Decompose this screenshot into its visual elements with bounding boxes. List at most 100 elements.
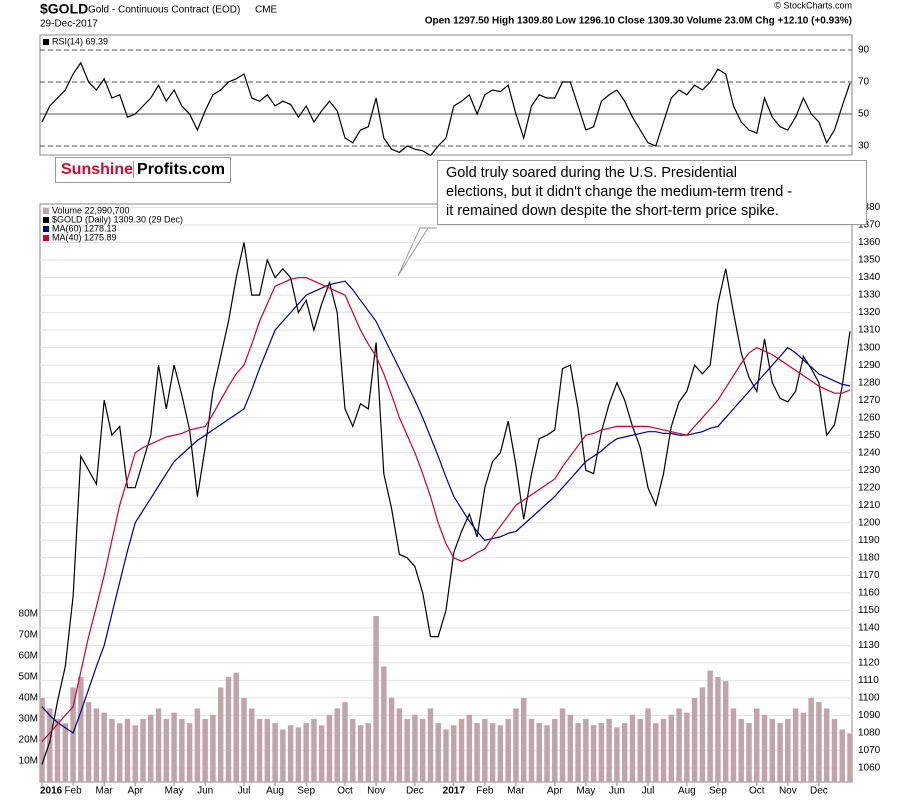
y-tick-label: 1380	[858, 202, 881, 213]
y-tick-label: 1150	[858, 605, 880, 616]
y-tick-label: 1330	[858, 290, 881, 301]
volume-bar	[823, 708, 830, 782]
y-tick-label: 1270	[858, 395, 881, 406]
legend-swatch	[43, 235, 49, 241]
exchange: CME	[255, 5, 278, 16]
volume-bar	[754, 708, 760, 782]
volume-bar	[637, 718, 643, 782]
series-line	[41, 242, 851, 765]
annotation-line: Gold truly soared during the U.S. Presid…	[446, 165, 737, 181]
volume-bar	[785, 718, 791, 782]
y-tick-label: 1190	[858, 535, 880, 546]
x-tick-label: Nov	[367, 786, 385, 797]
x-tick-label: Feb	[64, 786, 82, 797]
x-tick-label: Apr	[127, 786, 143, 797]
volume-bar	[715, 676, 721, 782]
date: 29-Dec-2017	[40, 19, 98, 30]
legend-label: MA(60) 1278.13	[52, 223, 117, 233]
volume-bar	[148, 714, 154, 782]
x-tick-label: Mar	[96, 786, 114, 797]
y-tick-label: 1300	[858, 342, 881, 353]
volume-bar	[334, 708, 340, 782]
y-tick-label: 1230	[858, 465, 881, 476]
y-tick-label: 1100	[858, 693, 880, 704]
volume-bar	[831, 718, 838, 782]
y-tick-label: 1180	[858, 552, 880, 563]
x-tick-label: Apr	[547, 786, 563, 797]
volume-bar	[552, 718, 558, 782]
y-tick-label: 1090	[858, 710, 881, 721]
y-tick-label: 1360	[858, 237, 881, 248]
volume-bar	[808, 697, 814, 782]
x-tick-label: Sep	[297, 786, 315, 797]
x-tick-label: Mar	[507, 786, 525, 797]
y2-tick-label: 80M	[19, 608, 38, 619]
volume-bar	[241, 697, 247, 782]
volume-bar	[78, 676, 84, 782]
volume-bar	[272, 723, 278, 782]
callout-pointer	[397, 227, 437, 277]
volume-bar	[847, 733, 853, 782]
y-tick-label: 1110	[858, 675, 879, 686]
y-tick-label: 1280	[858, 377, 881, 388]
y2-tick-label: 40M	[19, 693, 38, 704]
volume-bar	[202, 718, 208, 782]
y-tick-label: 1080	[858, 728, 881, 739]
volume-bar	[155, 708, 162, 782]
y-tick-label: 1350	[858, 255, 881, 266]
volume-bar	[256, 718, 263, 782]
y-tick-label: 1140	[858, 623, 880, 634]
logo-part2: Profits.com	[133, 161, 226, 178]
volume-bar	[769, 718, 776, 782]
x-tick-label: Dec	[810, 786, 828, 797]
volume-bar	[326, 714, 333, 782]
y2-tick-label: 10M	[19, 756, 38, 767]
volume-bar	[186, 723, 193, 782]
volume-bar	[365, 723, 372, 782]
series-line	[41, 280, 851, 734]
volume-bar	[217, 687, 224, 782]
volume-bar	[163, 718, 170, 782]
volume-bar	[722, 681, 729, 782]
description: Gold - Continuous Contract (EOD)	[88, 5, 240, 16]
y-tick-label: 1260	[858, 412, 881, 423]
annotation-line: it remained down despite the short-term …	[446, 203, 779, 219]
volume-bar	[381, 666, 387, 782]
series-line	[41, 277, 851, 743]
legend-label: RSI(14) 69.39	[52, 36, 108, 46]
logo-part1: Sunshine	[61, 161, 134, 178]
x-tick-label: Feb	[476, 786, 494, 797]
volume-bar	[668, 714, 675, 782]
volume-bar	[70, 687, 76, 782]
volume-bar	[777, 723, 783, 782]
volume-bar	[124, 718, 131, 782]
volume-bar	[210, 714, 216, 782]
x-tick-label: Jul	[238, 786, 251, 797]
volume-bar	[528, 718, 535, 782]
y-tick-label: 1370	[858, 220, 881, 231]
volume-bar	[800, 712, 807, 782]
quote: Open 1297.50 High 1309.80 Low 1296.10 Cl…	[425, 16, 852, 27]
volume-bar	[792, 708, 799, 782]
y2-tick-label: 50M	[19, 672, 38, 683]
x-tick-label: Jun	[609, 786, 625, 797]
legend-label: MA(40) 1275.89	[52, 232, 117, 242]
x-tick-label: Aug	[678, 786, 696, 797]
legend-label: $GOLD (Daily) 1309.30 (29 Dec)	[52, 214, 183, 224]
volume-bar	[621, 723, 628, 782]
volume-bar	[707, 670, 713, 782]
volume-bar	[443, 729, 449, 782]
y-tick-label: 1130	[858, 640, 880, 651]
x-tick-label: 2017	[443, 786, 466, 797]
volume-bar	[474, 723, 480, 782]
volume-bar	[85, 702, 92, 782]
volume-bar	[598, 723, 605, 782]
volume-bar	[614, 727, 620, 782]
legend-label: Volume 22,990,700	[52, 205, 130, 215]
volume-bar	[567, 714, 574, 782]
y-tick-label: 90	[858, 45, 870, 56]
volume-bar	[140, 718, 146, 782]
y-tick-label: 1240	[858, 447, 881, 458]
volume-bar	[482, 718, 488, 782]
